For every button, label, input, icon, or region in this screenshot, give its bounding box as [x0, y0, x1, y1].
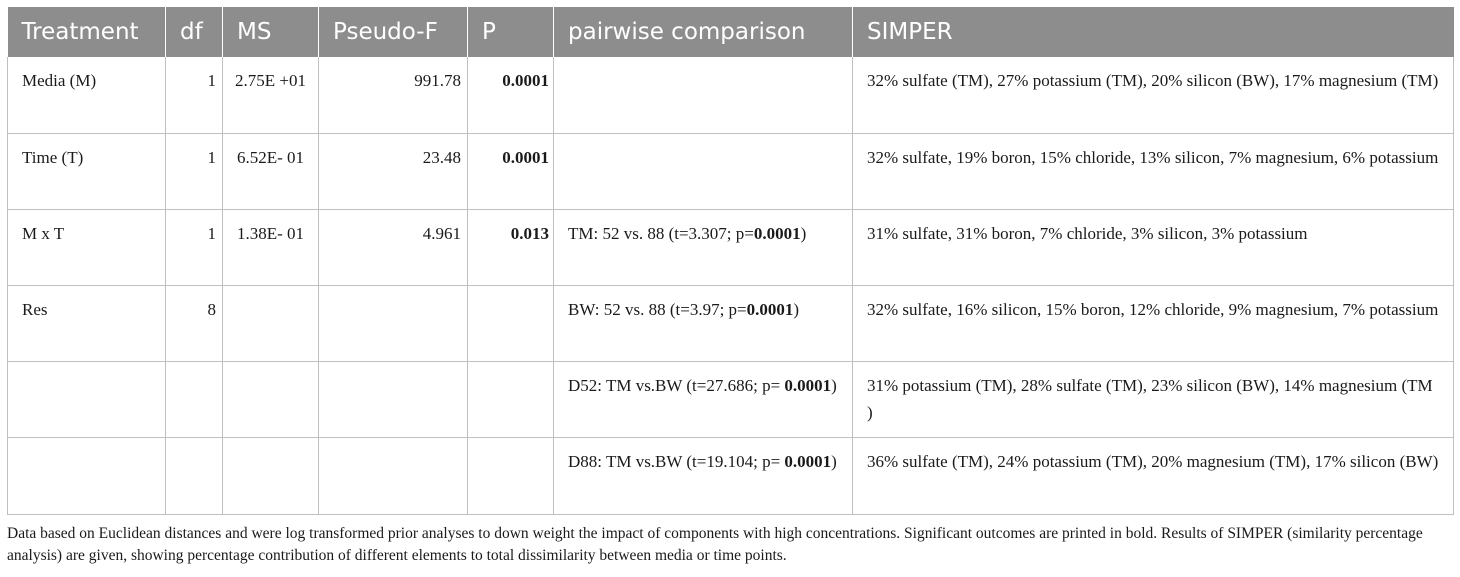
cell-p	[467, 361, 554, 438]
cell-pairwise: BW: 52 vs. 88 (t=3.97; p=0.0001)	[553, 285, 853, 362]
header-df: df	[165, 7, 223, 57]
cell-treatment	[7, 437, 166, 515]
cell-simper: 32% sulfate, 16% silicon, 15% boron, 12%…	[852, 285, 1454, 362]
pairwise-p-bold: 0.0001	[746, 299, 794, 319]
cell-simper: 32% sulfate, 19% boron, 15% chloride, 13…	[852, 133, 1454, 210]
cell-treatment: Media (M)	[7, 57, 166, 134]
header-p: P	[467, 7, 554, 57]
pairwise-p-bold: 0.0001	[784, 375, 832, 395]
pairwise-close: )	[831, 451, 837, 471]
pairwise-close: )	[800, 223, 807, 243]
cell-treatment	[7, 361, 166, 438]
cell-ms: 1.38E- 01	[222, 209, 319, 286]
header-ms: MS	[222, 7, 319, 57]
cell-p	[467, 285, 554, 362]
table-row: Time (T) 1 6.52E- 01 23.48 0.0001 32% su…	[7, 133, 1454, 210]
pairwise-p-bold: 0.0001	[784, 451, 832, 471]
cell-pseudo-f	[318, 361, 468, 438]
cell-df	[165, 437, 223, 515]
cell-df: 1	[165, 133, 223, 210]
cell-simper: 31% potassium (TM), 28% sulfate (TM), 23…	[852, 361, 1454, 438]
table-row: Media (M) 1 2.75E +01 991.78 0.0001 32% …	[7, 57, 1454, 134]
permanova-table: Treatment df MS Pseudo-F P pairwise comp…	[7, 7, 1454, 515]
cell-p: 0.0001	[467, 57, 554, 134]
header-pairwise: pairwise comparison	[553, 7, 853, 57]
pairwise-p-bold: 0.0001	[753, 223, 801, 243]
results-table-container: Treatment df MS Pseudo-F P pairwise comp…	[7, 7, 1454, 515]
cell-treatment: Time (T)	[7, 133, 166, 210]
pairwise-text: BW: 52 vs. 88 (t=3.97; p=	[568, 299, 747, 319]
pairwise-text: TM: 52 vs. 88 (t=3.307; p=	[568, 223, 754, 243]
header-treatment: Treatment	[7, 7, 166, 57]
cell-p: 0.013	[467, 209, 554, 286]
pairwise-text: D88: TM vs.BW (t=19.104; p=	[568, 451, 785, 471]
table-row: D88: TM vs.BW (t=19.104; p= 0.0001) 36% …	[7, 437, 1454, 515]
header-row: Treatment df MS Pseudo-F P pairwise comp…	[7, 7, 1454, 57]
cell-ms	[222, 361, 319, 438]
cell-df: 1	[165, 209, 223, 286]
cell-ms: 2.75E +01	[222, 57, 319, 134]
table-row: Res 8 BW: 52 vs. 88 (t=3.97; p=0.0001) 3…	[7, 285, 1454, 362]
cell-pairwise: D52: TM vs.BW (t=27.686; p= 0.0001)	[553, 361, 853, 438]
table-footnote: Data based on Euclidean distances and we…	[7, 525, 1423, 564]
cell-df	[165, 361, 223, 438]
pairwise-close: )	[831, 375, 837, 395]
cell-pseudo-f: 4.961	[318, 209, 468, 286]
cell-pseudo-f: 23.48	[318, 133, 468, 210]
header-pseudo-f: Pseudo-F	[318, 7, 468, 57]
cell-pairwise: TM: 52 vs. 88 (t=3.307; p=0.0001)	[553, 209, 853, 286]
cell-pseudo-f: 991.78	[318, 57, 468, 134]
pairwise-close: )	[793, 299, 800, 319]
table-row: M x T 1 1.38E- 01 4.961 0.013 TM: 52 vs.…	[7, 209, 1454, 286]
table-row: D52: TM vs.BW (t=27.686; p= 0.0001) 31% …	[7, 361, 1454, 438]
cell-ms	[222, 285, 319, 362]
pairwise-text: D52: TM vs.BW (t=27.686; p=	[568, 375, 785, 395]
cell-treatment: M x T	[7, 209, 166, 286]
cell-ms	[222, 437, 319, 515]
cell-simper: 31% sulfate, 31% boron, 7% chloride, 3% …	[852, 209, 1454, 286]
cell-simper: 36% sulfate (TM), 24% potassium (TM), 20…	[852, 437, 1454, 515]
cell-p: 0.0001	[467, 133, 554, 210]
cell-pseudo-f	[318, 285, 468, 362]
cell-pairwise	[553, 133, 853, 210]
header-simper: SIMPER	[852, 7, 1454, 57]
cell-simper: 32% sulfate (TM), 27% potassium (TM), 20…	[852, 57, 1454, 134]
cell-treatment: Res	[7, 285, 166, 362]
cell-pairwise	[553, 57, 853, 134]
cell-pseudo-f	[318, 437, 468, 515]
cell-df: 8	[165, 285, 223, 362]
cell-p	[467, 437, 554, 515]
cell-pairwise: D88: TM vs.BW (t=19.104; p= 0.0001)	[553, 437, 853, 515]
cell-df: 1	[165, 57, 223, 134]
cell-ms: 6.52E- 01	[222, 133, 319, 210]
